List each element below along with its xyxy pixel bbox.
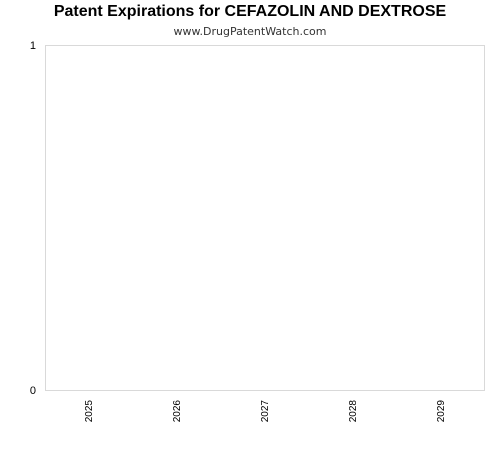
y-tick-label: 0 — [30, 385, 36, 397]
x-axis-ticks: 2025 2026 2027 2028 2029 — [84, 400, 447, 423]
x-tick-label: 2026 — [172, 400, 183, 423]
y-tick-label: 1 — [30, 40, 36, 52]
x-tick-label: 2027 — [260, 400, 271, 423]
y-axis-ticks: 01 — [30, 40, 36, 397]
chart-title: Patent Expirations for CEFAZOLIN AND DEX… — [53, 3, 447, 20]
plot-area — [45, 45, 485, 391]
chart-subtitle: www.DrugPatentWatch.com — [173, 25, 327, 38]
x-tick-label: 2025 — [84, 400, 95, 423]
x-tick-label: 2029 — [436, 400, 447, 423]
x-tick-label: 2028 — [348, 400, 359, 423]
